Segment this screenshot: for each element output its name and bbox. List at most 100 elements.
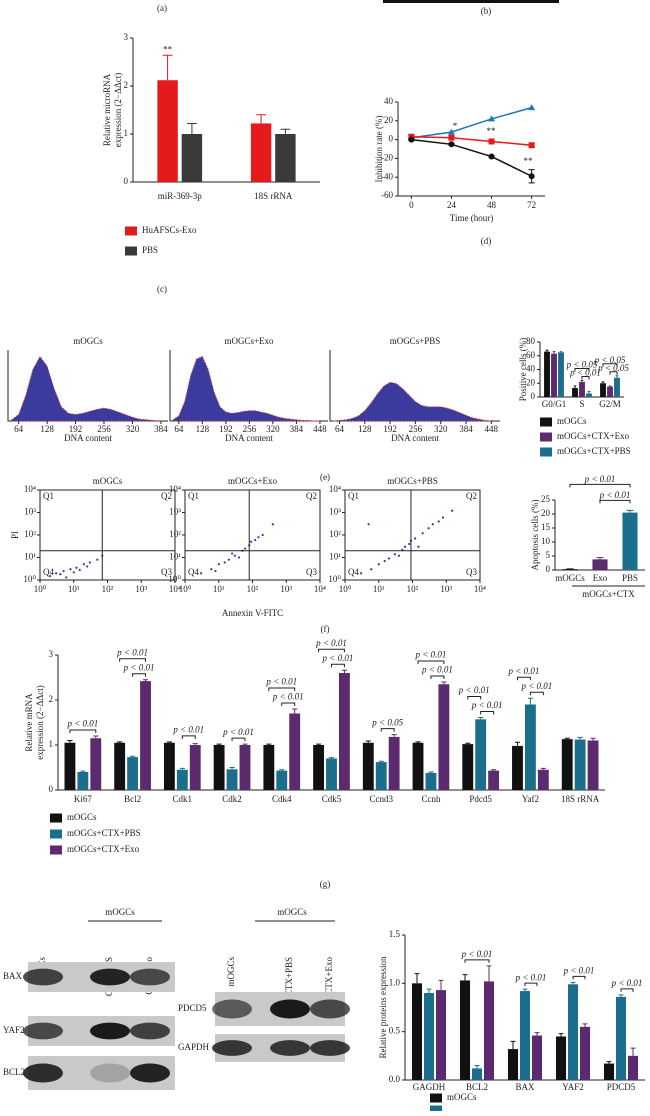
legend-swatch	[125, 247, 137, 256]
image-edge	[383, 0, 559, 3]
chart-title: mOGCs	[73, 336, 103, 346]
data-line	[411, 108, 531, 138]
error-bar	[329, 758, 334, 759]
panel-label: (g)	[320, 879, 331, 889]
x-axis-label: Time (hour)	[450, 213, 493, 223]
legend-swatch	[540, 448, 552, 457]
x-tick-label: GAGDH	[413, 1082, 446, 1092]
bar	[313, 745, 324, 790]
y-axis-label: expression (2−ΔΔct)	[113, 73, 123, 147]
scatter-point	[218, 563, 220, 565]
x-tick-label: 128	[196, 424, 210, 434]
scatter-point	[210, 568, 212, 570]
group-label: mOGCs+CTX	[582, 589, 635, 599]
x-tick-label: 18S rRNA	[561, 794, 600, 804]
histogram-area	[173, 356, 320, 421]
error-bar	[553, 352, 556, 354]
x-tick-label: 10⁴	[314, 584, 326, 594]
y-tick-label: 0.0	[389, 1074, 401, 1084]
error-bar	[130, 756, 135, 757]
plot-frame	[345, 490, 480, 580]
plot-frame	[185, 490, 320, 580]
bar	[572, 388, 578, 397]
error-bar	[590, 738, 595, 740]
x-tick-label: 64	[335, 424, 345, 434]
error-bar	[535, 1033, 540, 1036]
legend-label: PBS	[142, 245, 158, 255]
bar	[77, 772, 88, 790]
bar	[389, 737, 400, 790]
x-tick-label: Yaf2	[522, 794, 539, 804]
y-tick-label: 10⁴	[169, 484, 181, 494]
quadrant-label: Q2	[306, 491, 317, 501]
error-bar	[428, 772, 433, 773]
error-bar	[546, 350, 549, 351]
annotation: p < 0.01	[520, 681, 552, 691]
legend-label: mOGCs+CTX+PBS	[67, 828, 141, 838]
x-tick-label: 448	[485, 424, 499, 434]
histogram-area	[333, 382, 491, 421]
y-axis-label: Positive cells (%)	[518, 338, 528, 402]
legend-label: mOGCs	[67, 812, 97, 822]
significance-bracket	[468, 697, 481, 700]
error-bar	[487, 966, 492, 981]
error-bar	[256, 115, 266, 124]
panel-label: (b)	[481, 6, 492, 16]
error-bar	[143, 680, 148, 681]
annotation: p < 0.01	[415, 650, 447, 660]
bar	[579, 382, 585, 397]
error-bar	[242, 744, 247, 745]
x-tick-label: 0	[409, 200, 414, 210]
error-bar	[167, 742, 172, 743]
y-tick-label: 20	[384, 115, 394, 125]
x-tick-label: 10²	[247, 584, 259, 594]
lane-label: CTX+Exo	[324, 957, 334, 995]
error-bar	[578, 737, 583, 739]
bar	[289, 714, 300, 791]
legend-swatch	[50, 830, 62, 839]
bar	[140, 681, 151, 790]
bar	[512, 746, 523, 790]
legend-swatch	[540, 418, 552, 427]
y-tick-label: 15	[541, 522, 551, 532]
bar	[488, 771, 499, 790]
scatter-point	[451, 510, 453, 512]
quadrant-label: Q1	[188, 491, 199, 501]
error-bar	[515, 742, 520, 746]
scatter-point	[254, 539, 256, 541]
scatter-point	[262, 534, 264, 536]
scatter-point	[89, 561, 91, 563]
y-tick-label: 0	[49, 784, 54, 794]
error-bar	[559, 1034, 564, 1037]
error-bar	[93, 736, 98, 738]
scatter-point	[231, 552, 233, 554]
bar	[562, 739, 573, 790]
scatter-point	[367, 523, 369, 525]
bar	[622, 513, 637, 570]
annotation: p < 0.05	[597, 363, 629, 373]
bar	[551, 354, 557, 397]
bar	[575, 740, 586, 790]
x-axis-label: DNA content	[225, 433, 273, 443]
annotation: p < 0.01	[461, 949, 493, 959]
significance-bracket	[269, 688, 295, 691]
bar	[580, 1027, 590, 1080]
chart-title: mOGCs	[93, 476, 123, 486]
significance-bracket	[182, 736, 195, 739]
x-tick-label: G2/M	[599, 399, 621, 409]
annotation: p < 0.01	[599, 490, 631, 500]
bar	[614, 378, 620, 397]
panel-label: (a)	[157, 3, 167, 13]
y-tick-label: 10	[541, 536, 551, 546]
x-tick-label: 10¹	[213, 584, 225, 594]
bar	[177, 770, 188, 790]
error-bar	[588, 392, 591, 394]
x-tick-label: 384	[459, 424, 473, 434]
marker	[529, 173, 535, 179]
error-bar	[439, 980, 444, 990]
scatter-point	[438, 520, 440, 522]
marker	[489, 138, 495, 144]
error-bar	[80, 771, 85, 772]
legend-label: mOGCs	[557, 416, 587, 426]
